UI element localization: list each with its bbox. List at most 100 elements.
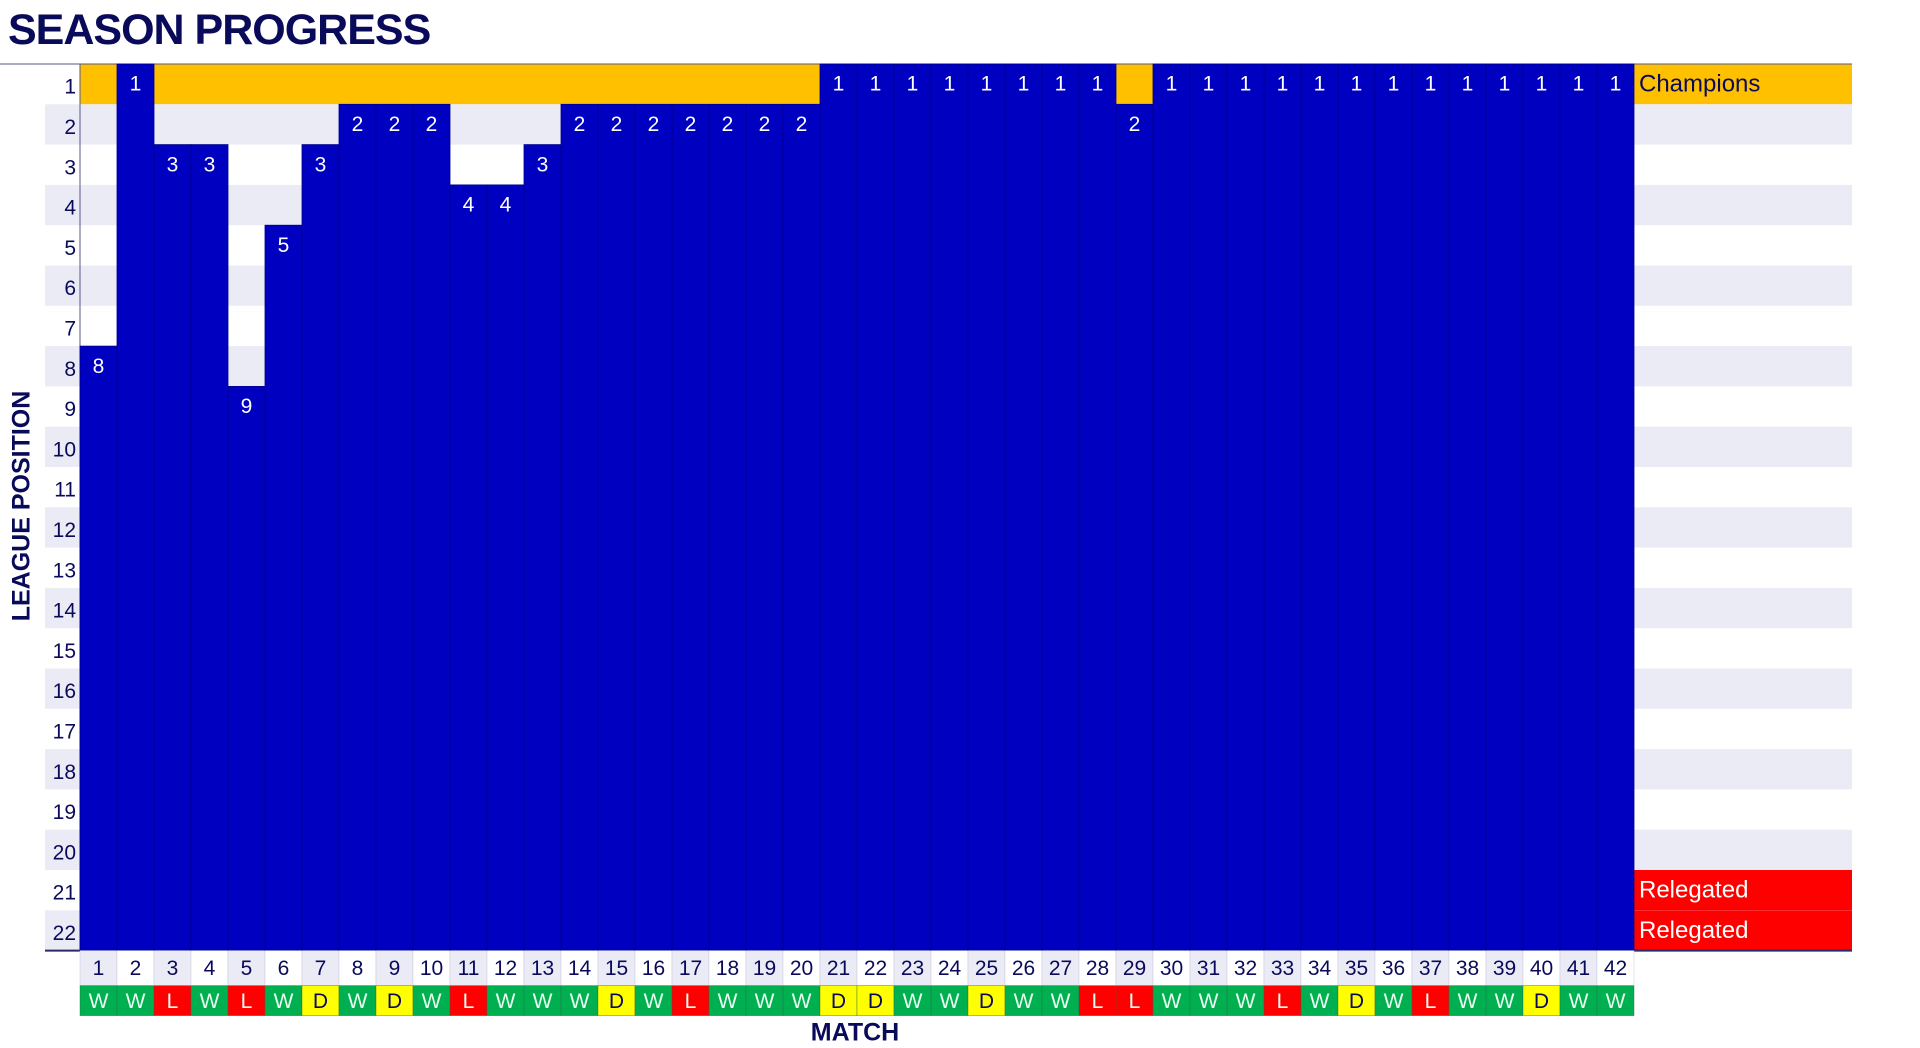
result-label: W xyxy=(422,990,442,1013)
bar-data-label: 3 xyxy=(167,153,179,176)
bar-data-label: 9 xyxy=(241,395,253,418)
result-cell xyxy=(1300,985,1339,1016)
x-tick-label: 38 xyxy=(1456,957,1479,980)
x-tick-label: 7 xyxy=(315,957,327,980)
bar-data-label: 2 xyxy=(426,113,438,136)
position-bar xyxy=(153,144,192,952)
result-label: W xyxy=(274,990,294,1013)
result-cell xyxy=(153,985,192,1016)
result-cell xyxy=(1522,985,1561,1016)
result-label: W xyxy=(1606,990,1626,1013)
match-number-cell xyxy=(671,950,710,986)
match-number-cell xyxy=(486,950,525,986)
x-tick-label: 36 xyxy=(1382,957,1405,980)
position-bar xyxy=(634,103,673,951)
x-tick-label: 32 xyxy=(1234,957,1257,980)
bar-data-label: 1 xyxy=(1314,73,1326,96)
bar-data-label: 2 xyxy=(574,113,586,136)
match-number-cell xyxy=(1522,950,1561,986)
bar-data-label: 4 xyxy=(500,194,512,217)
x-tick-label: 1 xyxy=(93,957,105,980)
position-bar xyxy=(1115,103,1154,951)
x-tick-label: 39 xyxy=(1493,957,1516,980)
bar-data-label: 1 xyxy=(1536,73,1548,96)
position-bar xyxy=(782,103,821,951)
x-tick-label: 13 xyxy=(531,957,554,980)
position-bar xyxy=(79,345,118,952)
position-bar xyxy=(1004,63,1043,951)
y-tick-label: 1 xyxy=(64,76,76,99)
result-cell xyxy=(1596,985,1635,1016)
x-tick-label: 24 xyxy=(938,957,962,980)
result-cell xyxy=(856,985,895,1016)
position-bar xyxy=(301,144,340,952)
position-bar xyxy=(1522,63,1561,951)
x-tick-label: 35 xyxy=(1345,957,1368,980)
x-tick-label: 12 xyxy=(494,957,517,980)
x-tick-label: 37 xyxy=(1419,957,1442,980)
x-tick-label: 8 xyxy=(352,957,364,980)
bar-data-label: 1 xyxy=(1573,73,1585,96)
result-label: W xyxy=(792,990,812,1013)
result-cell xyxy=(523,985,562,1016)
match-number-cell xyxy=(967,950,1006,986)
bar-data-label: 1 xyxy=(1018,73,1030,96)
bar-data-label: 2 xyxy=(722,113,734,136)
x-tick-label: 25 xyxy=(975,957,998,980)
result-label: W xyxy=(1569,990,1589,1013)
bar-data-label: 3 xyxy=(537,153,549,176)
position-bar xyxy=(1337,63,1376,951)
y-tick-label: 14 xyxy=(53,600,77,623)
zone-label: Relegated xyxy=(1639,877,1748,904)
position-bar xyxy=(1411,63,1450,951)
x-tick-label: 5 xyxy=(241,957,253,980)
result-label: W xyxy=(1051,990,1071,1013)
result-cell xyxy=(190,985,229,1016)
result-label: W xyxy=(348,990,368,1013)
y-tick-label: 8 xyxy=(64,358,76,381)
match-number-cell xyxy=(264,950,303,986)
bar-data-label: 1 xyxy=(944,73,956,96)
x-tick-label: 11 xyxy=(458,957,480,980)
match-number-cell xyxy=(745,950,784,986)
match-number-cell xyxy=(634,950,673,986)
bar-data-label: 1 xyxy=(833,73,845,96)
x-tick-label: 29 xyxy=(1123,957,1146,980)
result-cell xyxy=(116,985,155,1016)
match-number-cell xyxy=(375,950,414,986)
bar-data-label: 1 xyxy=(1351,73,1363,96)
result-cell xyxy=(930,985,969,1016)
bar-data-label: 1 xyxy=(1462,73,1474,96)
x-tick-label: 4 xyxy=(204,957,216,980)
bar-data-label: 1 xyxy=(1610,73,1622,96)
y-tick-label: 2 xyxy=(64,116,76,139)
match-number-cell xyxy=(338,950,377,986)
bar-data-label: 1 xyxy=(1499,73,1511,96)
position-bar xyxy=(745,103,784,951)
y-tick-label: 21 xyxy=(53,882,76,905)
chart-title: SEASON PROGRESS xyxy=(8,6,431,54)
position-bar xyxy=(338,103,377,951)
result-label: L xyxy=(241,990,253,1013)
result-label: W xyxy=(1310,990,1330,1013)
y-tick-label: 10 xyxy=(53,438,76,461)
match-number-cell xyxy=(1115,950,1154,986)
result-cell xyxy=(1041,985,1080,1016)
match-number-cell xyxy=(1411,950,1450,986)
x-tick-label: 31 xyxy=(1197,957,1220,980)
x-tick-label: 3 xyxy=(167,957,179,980)
result-label: W xyxy=(1014,990,1034,1013)
result-label: D xyxy=(1349,990,1364,1013)
match-number-cell xyxy=(190,950,229,986)
result-cell xyxy=(1152,985,1191,1016)
result-label: W xyxy=(718,990,738,1013)
zone-label: Champions xyxy=(1639,71,1760,98)
result-label: D xyxy=(831,990,846,1013)
result-cell xyxy=(1226,985,1265,1016)
result-label: W xyxy=(644,990,664,1013)
relegation-zone-cell xyxy=(1634,910,1852,951)
match-number-cell xyxy=(560,950,599,986)
result-cell xyxy=(708,985,747,1016)
position-bar xyxy=(1448,63,1487,951)
